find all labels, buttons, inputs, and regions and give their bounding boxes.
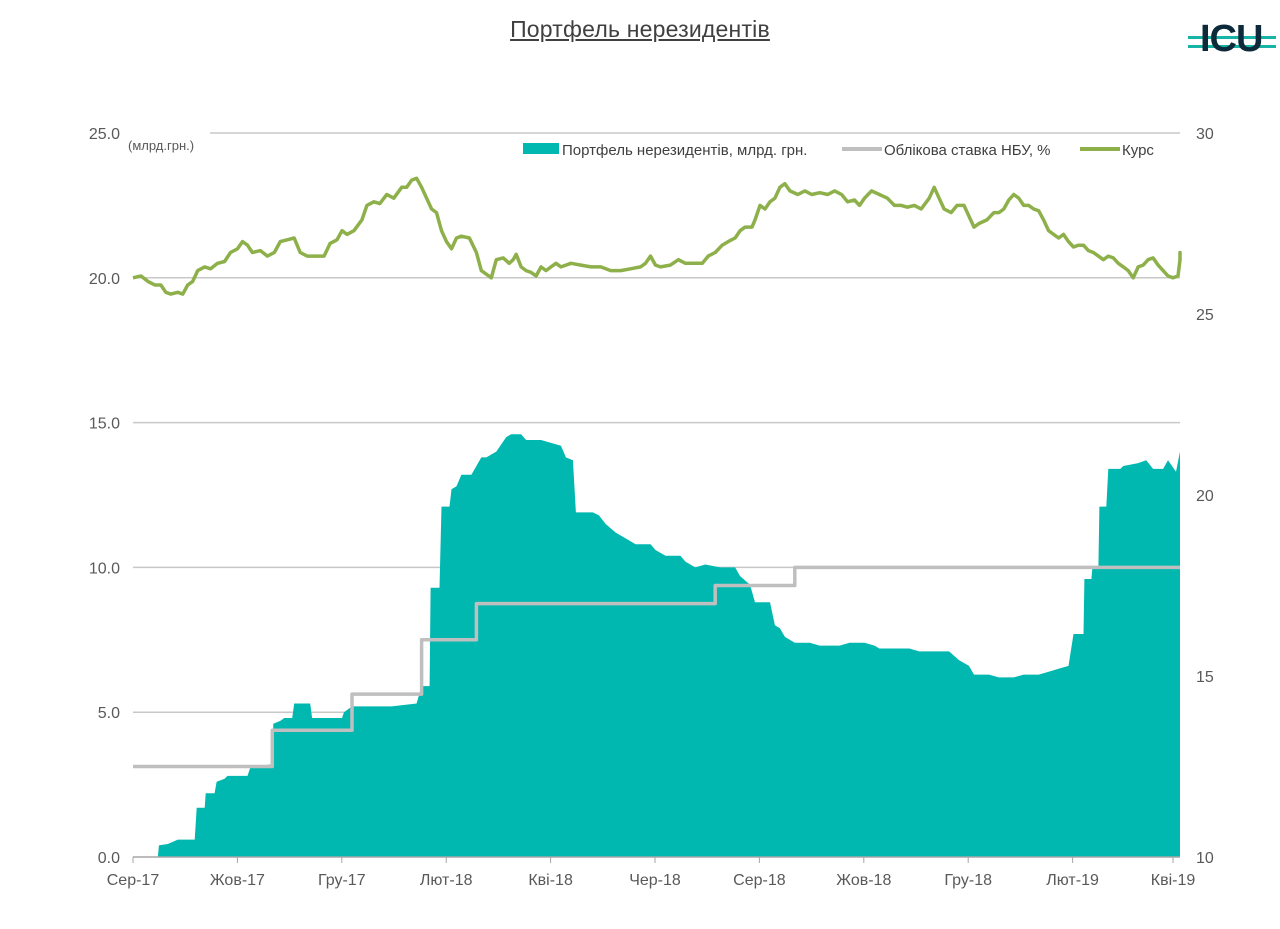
y-left-tick-label: 15.0 xyxy=(89,416,120,433)
logo-stripe-top xyxy=(1188,36,1276,39)
y-left-tick-label: 10.0 xyxy=(89,560,120,577)
axis-layer: 0.0 5.0 10.0 15.0 20.0 25.0 10 15 20 25 30 Сер-17 Жо… xyxy=(89,126,1214,889)
series-portfolio-area xyxy=(133,202,1180,857)
y-left-tick-label: 0.0 xyxy=(98,850,120,867)
x-tick-label: Кві-18 xyxy=(528,872,573,889)
x-tick-label: Гру-18 xyxy=(944,872,992,889)
unit-label: (млрд.грн.) xyxy=(128,138,194,153)
y-left-tick-label: 25.0 xyxy=(89,126,120,143)
y-right-tick-label: 10 xyxy=(1196,850,1214,867)
y-right-tick-label: 20 xyxy=(1196,488,1214,505)
x-tick-label: Сер-17 xyxy=(107,872,160,889)
y-right-tick-label: 30 xyxy=(1196,126,1214,143)
x-tick-label: Лют-19 xyxy=(1046,872,1099,889)
legend-label: Курс xyxy=(1122,142,1154,159)
x-tick-label: Чер-18 xyxy=(629,872,681,889)
legend-label: Портфель нерезидентів, млрд. грн. xyxy=(562,142,807,159)
legend-swatch-portfolio xyxy=(523,143,559,154)
x-tick-label: Жов-17 xyxy=(210,872,265,889)
x-tick-label: Лют-18 xyxy=(420,872,473,889)
chart-title: Портфель нерезидентів xyxy=(510,16,770,42)
line-layer xyxy=(132,176,1182,769)
legend: Портфель нерезидентів, млрд. грн. Обліков… xyxy=(523,142,1154,159)
x-tick-label: Сер-18 xyxy=(733,872,786,889)
series-fx-line xyxy=(132,176,1182,296)
x-tick-label: Жов-18 xyxy=(836,872,891,889)
x-tick-label: Гру-17 xyxy=(318,872,366,889)
series-rate-line xyxy=(133,565,1180,769)
y-right-tick-label: 25 xyxy=(1196,307,1214,324)
x-tick-label: Кві-19 xyxy=(1151,872,1196,889)
y-left-tick-label: 5.0 xyxy=(98,705,120,722)
logo-text: ICU xyxy=(1200,18,1263,60)
area-layer xyxy=(133,202,1180,857)
y-right-tick-label: 15 xyxy=(1196,669,1214,686)
legend-label: Облікова ставка НБУ, % xyxy=(884,142,1051,159)
logo-stripe-bottom xyxy=(1188,45,1276,48)
icu-logo: ICU xyxy=(1188,18,1278,62)
y-left-tick-label: 20.0 xyxy=(89,271,120,288)
